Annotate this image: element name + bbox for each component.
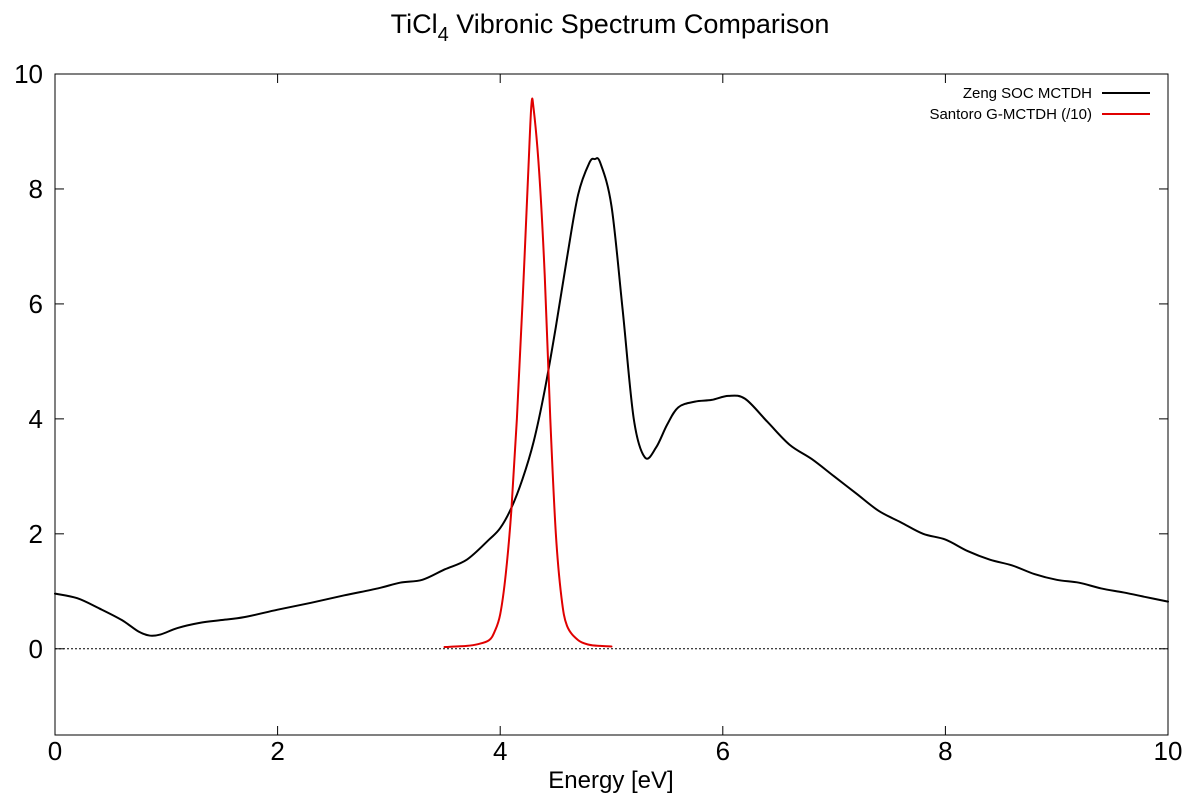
x-tick-label: 0	[48, 736, 62, 766]
series-layer	[54, 97, 1169, 649]
x-tick-label: 6	[716, 736, 730, 766]
x-tick-label: 2	[270, 736, 284, 766]
series-line-2	[443, 97, 613, 649]
chart-title: TiCl4 Vibronic Spectrum Comparison	[391, 9, 830, 46]
x-axis-label: Energy [eV]	[548, 767, 673, 794]
y-tick-label: 2	[29, 519, 43, 549]
chart-title-prefix: TiCl	[391, 9, 438, 39]
plot-frame	[54, 73, 1169, 736]
chart-title-subscript: 4	[438, 24, 449, 46]
legend-label-2: Santoro G-MCTDH (/10)	[929, 106, 1092, 123]
y-tick-label: 0	[29, 634, 43, 664]
tick-layer: 0 2 4 6 8 10 0 2 4 6 8 10	[14, 59, 1182, 766]
x-tick-label: 8	[938, 736, 952, 766]
x-tick-label: 10	[1154, 736, 1183, 766]
y-tick-label: 6	[29, 289, 43, 319]
y-tick-label: 4	[29, 404, 43, 434]
y-tick-label: 8	[29, 174, 43, 204]
x-tick-label: 4	[493, 736, 507, 766]
y-tick-label: 10	[14, 59, 43, 89]
chart-title-suffix: Vibronic Spectrum Comparison	[449, 9, 830, 39]
legend: Zeng SOC MCTDH Santoro G-MCTDH (/10)	[929, 85, 1150, 123]
series-line-1	[54, 157, 1169, 637]
frame-layer	[54, 73, 1169, 736]
legend-label-1: Zeng SOC MCTDH	[963, 85, 1092, 102]
